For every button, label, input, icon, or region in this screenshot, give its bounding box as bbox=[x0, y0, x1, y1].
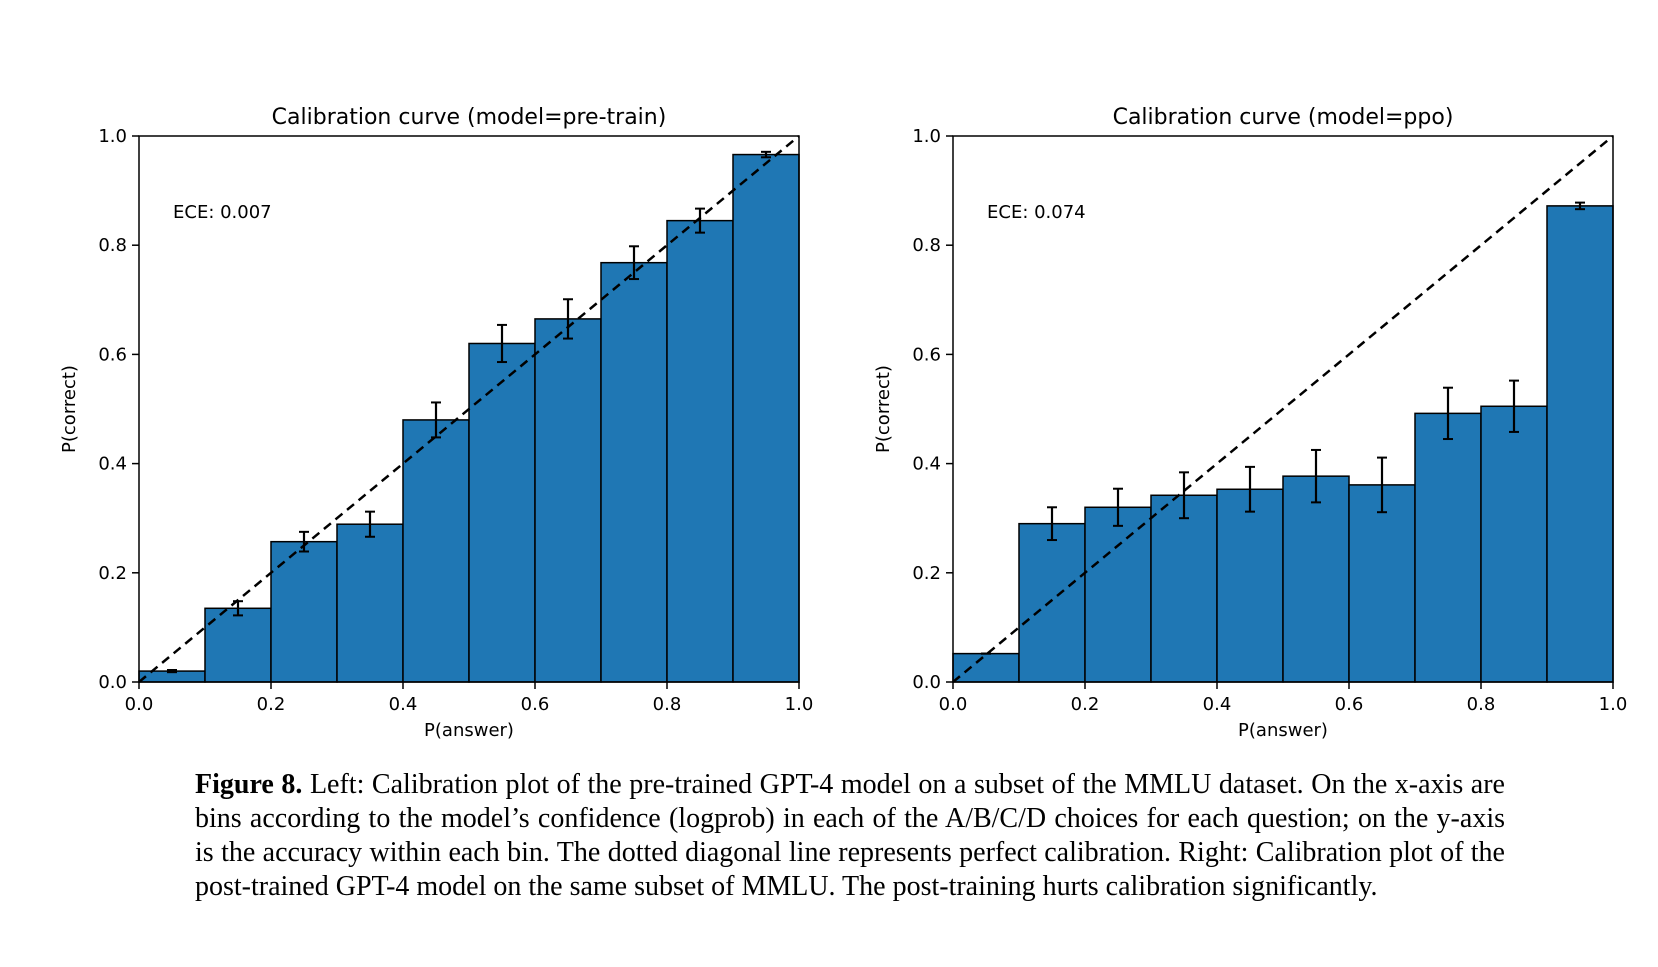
bar bbox=[1414, 412, 1482, 683]
x-axis-label: P(answer) bbox=[424, 720, 514, 741]
x-tick-label: 0.0 bbox=[125, 694, 154, 715]
perfect-calibration-line bbox=[138, 135, 800, 683]
y-axis-label: P(correct) bbox=[873, 365, 894, 453]
bar bbox=[1084, 506, 1152, 683]
y-tick-label: 0.4 bbox=[912, 454, 941, 475]
y-tick-label: 1.0 bbox=[98, 126, 127, 147]
bar bbox=[336, 523, 404, 683]
y-tick-label: 0.2 bbox=[98, 563, 127, 584]
ece-annotation: ECE: 0.007 bbox=[173, 202, 272, 223]
bar bbox=[1150, 494, 1218, 683]
bar bbox=[1480, 405, 1548, 683]
x-tick-label: 0.4 bbox=[389, 694, 418, 715]
chart-pretrain: 0.0 0.2 0.4 0.6 0.8 1.0 0.0 0.2 0.4 0.6 0.8 1.0 Cali… bbox=[59, 105, 813, 741]
bar bbox=[1282, 475, 1350, 683]
caption-text: Left: Calibration plot of the pre-traine… bbox=[195, 769, 1505, 902]
bar bbox=[402, 419, 470, 683]
y-tick-label: 0.0 bbox=[912, 672, 941, 693]
bar bbox=[952, 652, 1020, 683]
plot-frame bbox=[952, 135, 1614, 683]
bar bbox=[1546, 205, 1614, 683]
bar bbox=[732, 153, 800, 683]
x-tick-label: 0.2 bbox=[257, 694, 286, 715]
x-axis-label: P(answer) bbox=[1238, 720, 1328, 741]
chart-title: Calibration curve (model=ppo) bbox=[1113, 105, 1454, 130]
y-tick-label: 0.0 bbox=[98, 672, 127, 693]
y-tick-label: 0.4 bbox=[98, 454, 127, 475]
bar bbox=[1018, 522, 1086, 683]
y-tick-label: 0.2 bbox=[912, 563, 941, 584]
bar bbox=[534, 318, 602, 683]
x-tick-label: 0.6 bbox=[1335, 694, 1364, 715]
chart-ppo: 0.0 0.2 0.4 0.6 0.8 1.0 0.0 0.2 0.4 0.6 0.8 1.0 Cali… bbox=[873, 105, 1627, 741]
ece-annotation: ECE: 0.074 bbox=[987, 202, 1086, 223]
plot-frame bbox=[138, 135, 800, 683]
chart-title: Calibration curve (model=pre-train) bbox=[272, 105, 667, 130]
x-tick-label: 0.4 bbox=[1203, 694, 1232, 715]
bar bbox=[1348, 484, 1416, 683]
x-tick-label: 0.8 bbox=[653, 694, 682, 715]
y-tick-label: 0.8 bbox=[912, 235, 941, 256]
bar bbox=[600, 261, 668, 683]
bar bbox=[270, 540, 338, 683]
x-tick-label: 0.6 bbox=[521, 694, 550, 715]
bar bbox=[666, 219, 734, 683]
x-tick-label: 0.2 bbox=[1071, 694, 1100, 715]
perfect-calibration-line bbox=[952, 135, 1614, 683]
y-tick-label: 0.6 bbox=[98, 344, 127, 365]
bar bbox=[1216, 488, 1284, 683]
caption-label: Figure 8. bbox=[195, 769, 303, 800]
x-tick-label: 0.8 bbox=[1467, 694, 1496, 715]
y-tick-label: 0.8 bbox=[98, 235, 127, 256]
y-tick-label: 0.6 bbox=[912, 344, 941, 365]
x-tick-label: 1.0 bbox=[785, 694, 814, 715]
y-axis-label: P(correct) bbox=[59, 365, 80, 453]
x-tick-label: 0.0 bbox=[939, 694, 968, 715]
y-tick-label: 1.0 bbox=[912, 126, 941, 147]
figure-caption: Figure 8. Left: Calibration plot of the … bbox=[195, 768, 1505, 904]
bar bbox=[468, 342, 536, 683]
x-tick-label: 1.0 bbox=[1599, 694, 1628, 715]
